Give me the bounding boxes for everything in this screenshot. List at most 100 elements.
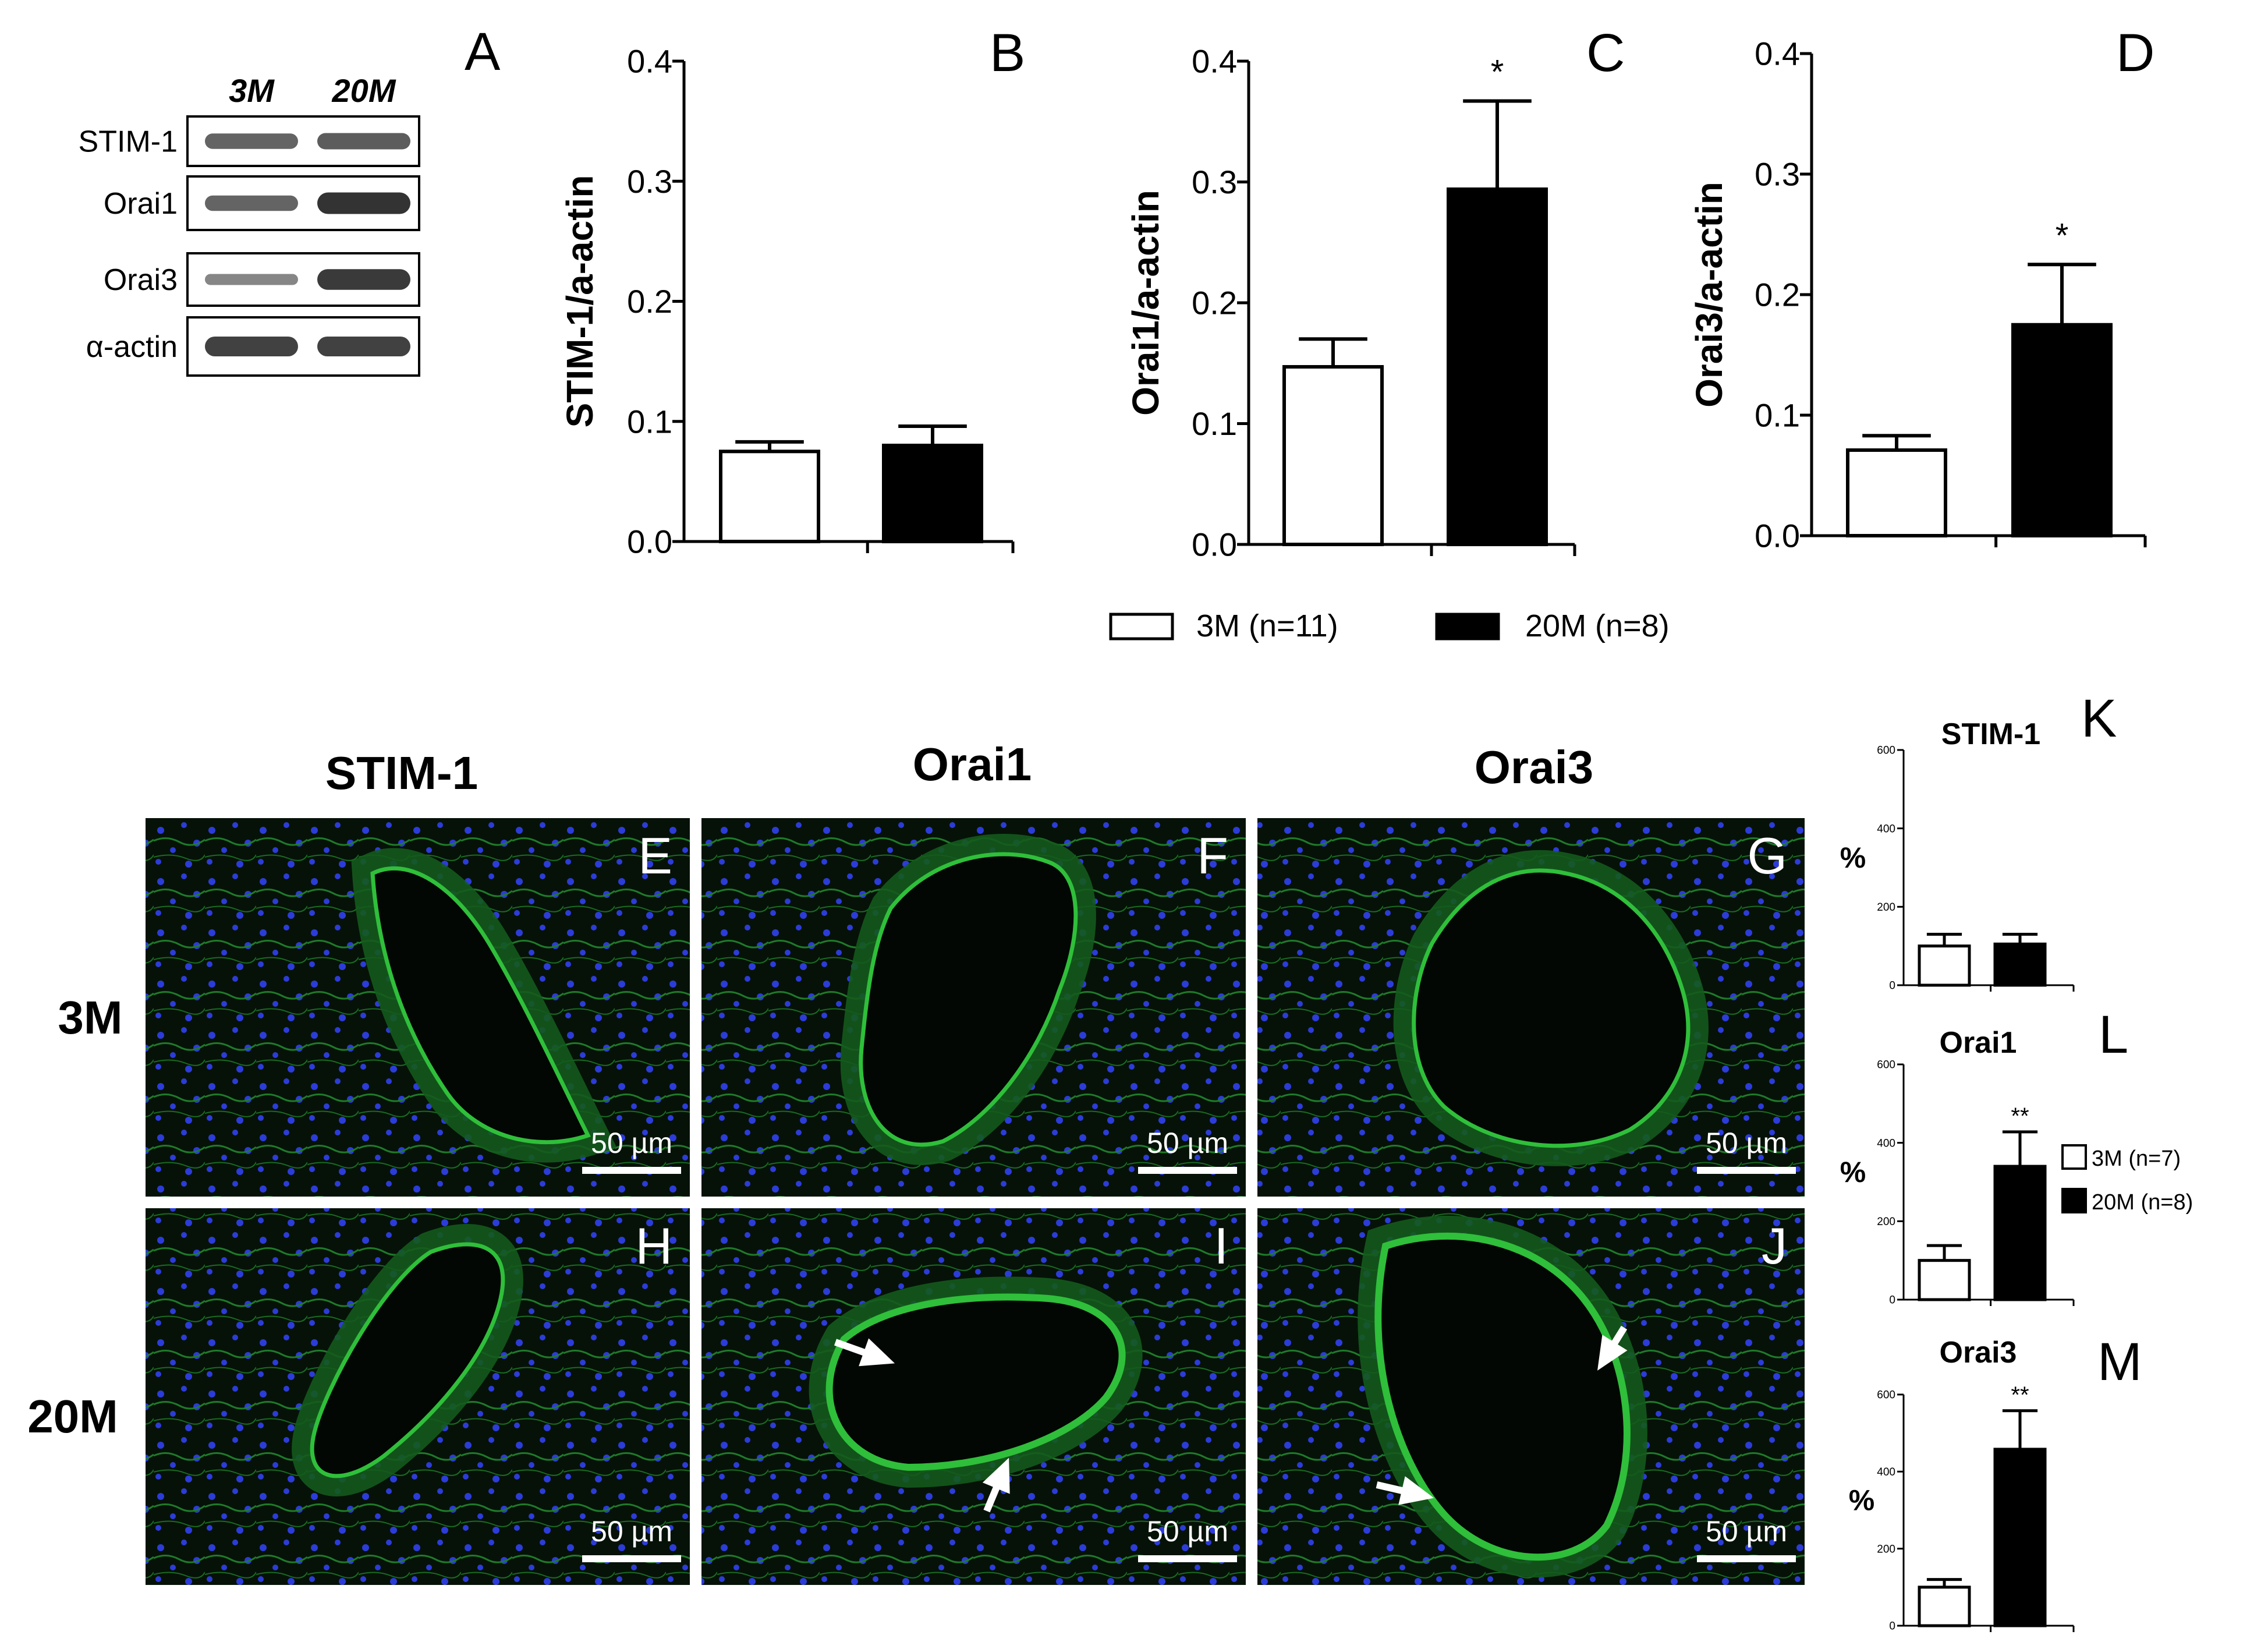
- panel-m-orai3-percent-chart: 0 200 400 600 **% Orai3 M: [1849, 1332, 2142, 1633]
- blot-band: [205, 195, 298, 211]
- y-tick-label: 600: [1877, 1059, 1895, 1071]
- y-tick-label: 0: [1889, 980, 1895, 992]
- y-tick-label: 0: [1889, 1620, 1895, 1633]
- bar-3m: [719, 450, 820, 543]
- side-legend-label-3m: 3M (n=7): [2092, 1146, 2181, 1171]
- chart-title: Orai3: [1940, 1336, 2017, 1370]
- y-tick-label: 0.0: [627, 523, 672, 560]
- scale-bar-label: 50 µm: [1147, 1127, 1228, 1159]
- bar-3m: [1918, 944, 1971, 987]
- top-legend: 3M (n=11) 20M (n=8): [1109, 608, 1670, 643]
- blot-band: [205, 274, 298, 285]
- column-title-stim1: STIM-1: [325, 747, 478, 799]
- chart-title: STIM-1: [1941, 717, 2040, 751]
- panel-letter: M: [2097, 1332, 2142, 1392]
- bar-20m: [1993, 1165, 2047, 1301]
- y-axis-label: %: [1840, 1156, 1866, 1188]
- y-tick-label: 600: [1877, 1389, 1895, 1402]
- significance-marker: *: [1491, 53, 1504, 91]
- bar-20m: [1447, 187, 1548, 546]
- bar-20m: [2011, 323, 2113, 537]
- panel-letter: C: [1586, 23, 1625, 83]
- panel-letter: B: [990, 23, 1025, 83]
- legend-swatch-3m: [1109, 613, 1174, 641]
- y-tick-label: 0: [1889, 1294, 1895, 1307]
- panel-letter-a: A: [465, 22, 501, 82]
- micrograph-panel-letter: F: [1197, 827, 1228, 884]
- panel-c-orai1-chart: 0.0 0.1 0.2 0.3 0.4 * Orai1/a-actin C: [1125, 23, 1625, 563]
- micrograph-panel-letter: I: [1214, 1217, 1228, 1275]
- y-tick-label: 400: [1877, 1137, 1895, 1149]
- arrow-icon: [1376, 1476, 1434, 1505]
- micrograph-panel: E 50 µm: [146, 818, 690, 1197]
- arrow-icon: [1597, 1325, 1628, 1371]
- y-tick-label: 0.0: [1755, 518, 1800, 554]
- micrograph-panel: G 50 µm: [1257, 818, 1805, 1197]
- y-tick-label: 200: [1877, 1216, 1895, 1228]
- lane-label: 20M: [332, 72, 396, 109]
- blot-band: [317, 133, 410, 150]
- bar-3m: [1846, 448, 1947, 538]
- panel-b-stim1-chart: 0.0 0.1 0.2 0.3 0.4 STIM-1/a-actin B: [559, 23, 1025, 560]
- blot-row-label: Orai3: [104, 263, 178, 297]
- bar-3m: [1918, 1586, 1971, 1627]
- arrow-icon: [834, 1338, 895, 1367]
- panel-letter: L: [2099, 1005, 2128, 1064]
- vessel-lumen: [859, 852, 1078, 1147]
- arrow-head: [1597, 1335, 1628, 1371]
- y-tick-label: 200: [1877, 1543, 1895, 1555]
- panel-a-western-blot: A 3M 20M STIM-1 Orai1 Orai3 α-actin: [79, 22, 501, 377]
- blot-band: [205, 133, 298, 149]
- blot-row-label: Orai1: [104, 187, 178, 221]
- significance-marker: **: [2011, 1103, 2029, 1129]
- y-tick-label: 0.3: [627, 163, 672, 200]
- y-tick-label: 0.2: [627, 283, 672, 320]
- y-tick-label: 0.4: [627, 43, 672, 80]
- side-legend: 3M (n=7) 20M (n=8): [2061, 1144, 2193, 1215]
- y-tick-label: 0.0: [1192, 526, 1237, 563]
- y-tick-label: 0.1: [1755, 397, 1800, 434]
- arrow-head: [1398, 1476, 1434, 1505]
- bar-20m: [1993, 1448, 2047, 1627]
- vessel-lumen: [310, 1242, 505, 1478]
- micrograph-panel-letter: E: [638, 827, 672, 884]
- panel-l-orai1-percent-chart: 0 200 400 600 **% Orai1 L: [1840, 1005, 2128, 1307]
- chart-title: Orai1: [1940, 1026, 2017, 1060]
- blot-band: [205, 337, 298, 356]
- micrograph-panel: I 50 µm: [701, 1208, 1246, 1585]
- vessel-lumen: [1374, 1232, 1631, 1561]
- y-tick-label: 0.2: [1192, 285, 1237, 321]
- side-legend-label-20m: 20M (n=8): [2092, 1190, 2193, 1215]
- blot-band: [317, 269, 410, 290]
- legend-label-20m: 20M (n=8): [1525, 608, 1670, 643]
- y-tick-label: 400: [1877, 823, 1895, 835]
- panel-d-orai3-chart: 0.0 0.1 0.2 0.3 0.4 * Orai3/a-actin D: [1688, 23, 2154, 554]
- vessel-lumen: [1412, 868, 1691, 1148]
- micrograph-panel-letter: H: [635, 1217, 672, 1275]
- y-axis-label: STIM-1/a-actin: [559, 175, 601, 428]
- vessel-lumen: [370, 866, 591, 1144]
- y-tick-label: 0.3: [1192, 164, 1237, 200]
- y-axis-label: %: [1849, 1484, 1874, 1517]
- y-axis-label: Orai1/a-actin: [1125, 190, 1167, 416]
- y-tick-label: 600: [1877, 745, 1895, 757]
- scale-bar-label: 50 µm: [1706, 1127, 1787, 1159]
- micrograph-grid: STIM-1 Orai1 Orai3 3M 20M E 50 µm F 50 µm G 5…: [27, 738, 1805, 1585]
- side-legend-swatch-20m: [2061, 1188, 2087, 1213]
- bar-20m: [1993, 942, 2047, 987]
- panel-letter: K: [2081, 689, 2117, 748]
- legend-label-3m: 3M (n=11): [1196, 608, 1338, 643]
- scale-bar-label: 50 µm: [1706, 1515, 1787, 1548]
- y-tick-label: 0.3: [1755, 156, 1800, 193]
- y-tick-label: 0.4: [1192, 43, 1237, 80]
- row-label-20m: 20M: [27, 1390, 118, 1442]
- bar-20m: [882, 444, 983, 543]
- column-title-orai1: Orai1: [913, 738, 1032, 790]
- y-tick-label: 400: [1877, 1466, 1895, 1478]
- column-title-orai3: Orai3: [1475, 741, 1594, 793]
- bar-3m: [1282, 365, 1384, 546]
- row-label-3m: 3M: [58, 992, 122, 1043]
- y-tick-label: 0.1: [627, 403, 672, 440]
- vessel-lumen: [825, 1293, 1126, 1471]
- micrograph-panel: J 50 µm: [1257, 1208, 1805, 1585]
